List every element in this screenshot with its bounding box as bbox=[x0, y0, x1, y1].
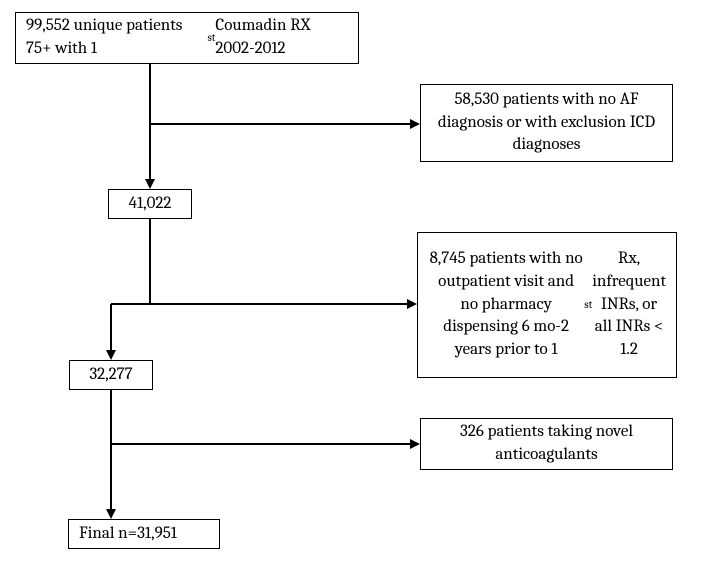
node-final: Final n=31,951 bbox=[68, 519, 220, 549]
node-ex3: 326 patients taking novel anticoagulants bbox=[420, 418, 673, 470]
node-ex1: 58,530 patients with no AF diagnosis or … bbox=[420, 84, 673, 162]
flowchart-canvas: 99,552 unique patients 75+ with 1st Coum… bbox=[0, 0, 714, 567]
node-41022: 41,022 bbox=[108, 189, 192, 219]
node-ex2: 8,745 patients with no outpatient visit … bbox=[417, 232, 677, 378]
node-start: 99,552 unique patients 75+ with 1st Coum… bbox=[15, 12, 359, 64]
node-32277: 32,277 bbox=[69, 360, 153, 390]
